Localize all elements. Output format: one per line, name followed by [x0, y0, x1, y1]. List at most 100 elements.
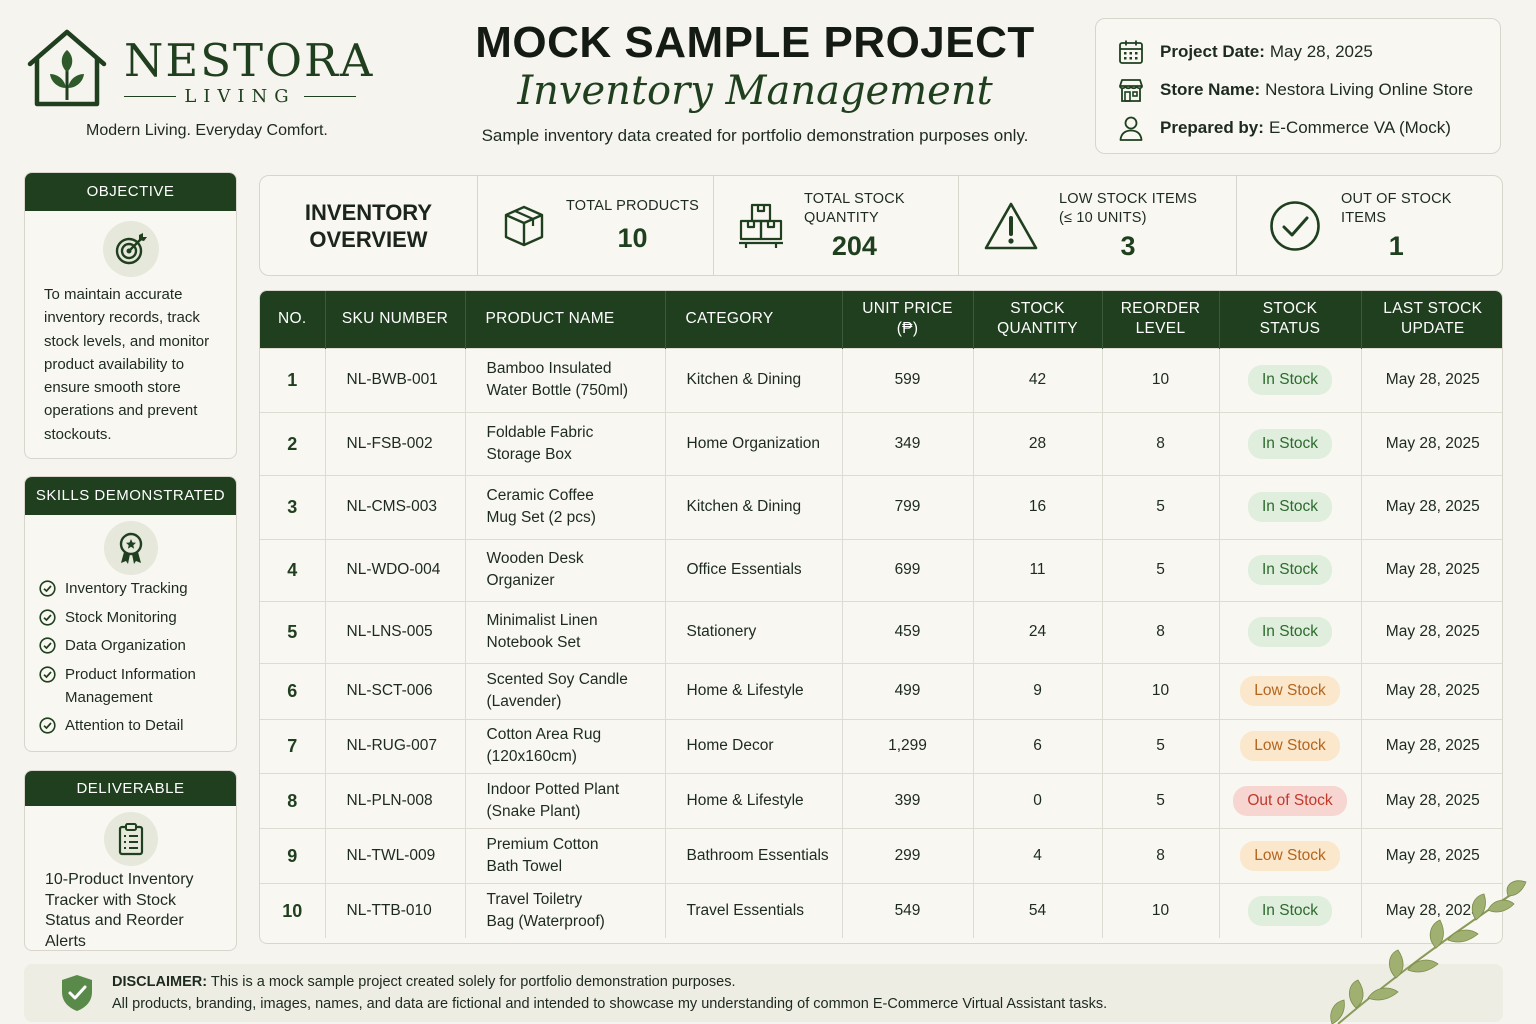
table-cell: Foldable Fabric Storage Box — [465, 411, 666, 475]
table-cell: NL-BWB-001 — [325, 347, 466, 412]
check-circle-icon — [39, 665, 56, 683]
table-cell: 9 — [973, 662, 1103, 719]
table-cell: Scented Soy Candle (Lavender) — [465, 662, 666, 719]
clipboard-icon — [103, 812, 158, 866]
column-header: UNIT PRICE (₱) — [842, 291, 974, 348]
table-cell: Kitchen & Dining — [665, 474, 843, 539]
brand-logo: NESTORA LIVING Modern Living. Everyday C… — [24, 26, 372, 146]
stat-value: 204 — [831, 230, 877, 261]
product-name-line2: Bag (Waterproof) — [486, 912, 605, 930]
unit-price: 599 — [894, 371, 921, 388]
disclaimer: DISCLAIMER: This is a mock sample projec… — [24, 964, 1503, 1022]
category: Home & Lifestyle — [686, 791, 804, 809]
table-cell: 42 — [973, 347, 1103, 412]
column-header: NO. — [260, 291, 326, 348]
table-cell: In Stock — [1219, 347, 1362, 412]
table-cell: Home & Lifestyle — [665, 662, 843, 719]
table-cell: 10 — [1102, 347, 1220, 412]
skill-label: Stock Monitoring — [65, 608, 177, 626]
product-name: Travel Toiletry — [486, 890, 583, 908]
row-number: 9 — [287, 845, 298, 866]
table-cell: May 28, 2025 — [1361, 474, 1502, 539]
last-stock-update: May 28, 2025 — [1385, 623, 1480, 640]
table-cell: May 28, 2025 — [1361, 347, 1502, 412]
project-info-card: Project Date: May 28, 2025 Store Name: N… — [1095, 18, 1501, 154]
sku-number: NL-CMS-003 — [346, 498, 437, 515]
skills-card: SKILLS DEMONSTRATED Inventory Tracking S… — [24, 476, 237, 752]
table-cell: In Stock — [1219, 411, 1362, 475]
table-cell: 8 — [1102, 827, 1220, 883]
page-note: Sample inventory data created for portfo… — [481, 126, 1029, 145]
sku-number: NL-TTB-010 — [346, 901, 432, 919]
table-header-row: NO. SKU NUMBER PRODUCT NAME CATEGORY UNIT PR… — [260, 291, 1502, 348]
stat-low-stock: LOW STOCK ITEMS (≤ 10 UNITS) 3 — [959, 176, 1237, 275]
warning-icon — [984, 202, 1038, 249]
table-cell: 7 — [260, 718, 326, 773]
table-cell: 4 — [973, 827, 1103, 883]
table-cell: 9 — [260, 827, 326, 883]
sku-number: NL-PLN-008 — [346, 791, 433, 809]
reorder-level: 5 — [1156, 498, 1165, 515]
stock-status-badge: Out of Stock — [1233, 785, 1347, 816]
table-cell: Travel Essentials — [665, 882, 843, 938]
product-name: Cotton Area Rug — [486, 726, 602, 743]
page-title: MOCK SAMPLE PROJECT — [475, 18, 1035, 67]
inventory-table: NO. SKU NUMBER PRODUCT NAME CATEGORY UNIT PR… — [259, 290, 1503, 944]
stock-status-badge: In Stock — [1248, 895, 1332, 926]
table-cell: Kitchen & Dining — [665, 347, 843, 412]
unit-price: 349 — [894, 434, 921, 452]
product-name-line2: (120x160cm) — [486, 748, 577, 765]
table-row: 7 NL-RUG-007 Cotton Area Rug (120x160cm) Hom… — [260, 718, 1502, 773]
stat-label: OUT OF STOCK — [1341, 190, 1452, 207]
overview-title-line2: OVERVIEW — [309, 226, 428, 252]
skill-label: Inventory Tracking — [65, 580, 188, 597]
unit-price: 1,299 — [888, 737, 927, 754]
table-cell: 299 — [842, 827, 974, 883]
table-cell: NL-FSB-002 — [325, 411, 466, 475]
category: Home & Lifestyle — [686, 682, 804, 699]
table-cell: Office Essentials — [665, 538, 843, 601]
stat-label: LOW STOCK ITEMS — [1059, 190, 1198, 207]
table-cell: 5 — [1102, 772, 1220, 828]
unit-price: 799 — [894, 498, 921, 515]
row-number: 3 — [287, 497, 298, 517]
table-cell: 799 — [842, 474, 974, 539]
stock-quantity: 6 — [1033, 737, 1042, 754]
check-circle-icon — [39, 717, 56, 734]
stock-quantity: 0 — [1033, 791, 1042, 809]
stat-total-products: TOTAL PRODUCTS 10 — [478, 176, 714, 275]
table-cell: NL-CMS-003 — [325, 474, 466, 539]
unit-price: 499 — [894, 682, 921, 699]
column-header: SKU NUMBER — [325, 291, 466, 348]
product-name: Wooden Desk — [486, 550, 584, 567]
table-cell: 11 — [973, 538, 1103, 601]
brand-sub: LIVING — [124, 86, 356, 107]
table-cell: In Stock — [1219, 538, 1362, 601]
table-cell: 5 — [260, 600, 326, 663]
table-cell: Out of Stock — [1219, 772, 1362, 828]
table-cell: 0 — [973, 772, 1103, 828]
stat-label-line2: QUANTITY — [804, 210, 879, 226]
leaf-branch-decoration — [1330, 880, 1527, 1024]
stock-status-badge: In Stock — [1248, 617, 1332, 647]
inventory-overview: INVENTORY OVERVIEW TOTAL PRODUCTS 10 — [259, 175, 1503, 276]
objective-text: To maintain accurate inventory records, … — [44, 286, 210, 443]
last-stock-update: May 28, 2025 — [1385, 498, 1480, 515]
last-stock-update: May 28, 2025 — [1385, 737, 1480, 754]
product-name: Minimalist Linen — [486, 612, 598, 629]
page-subtitle: Inventory Management — [517, 68, 993, 114]
table-cell: Premium Cotton Bath Towel — [465, 827, 666, 883]
table-cell: NL-SCT-006 — [325, 662, 466, 719]
last-stock-update: May 28, 2025 — [1385, 901, 1480, 919]
sku-number: NL-RUG-007 — [346, 737, 437, 754]
sku-number: NL-TWL-009 — [346, 846, 436, 864]
table-cell: Cotton Area Rug (120x160cm) — [465, 718, 666, 773]
column-header: STOCK QUANTITY — [973, 291, 1103, 348]
product-name-line2: Bath Towel — [486, 857, 563, 875]
sku-number: NL-FSB-002 — [346, 434, 433, 452]
table-cell: 5 — [1102, 718, 1220, 773]
table-cell: 6 — [260, 662, 326, 719]
table-cell: May 28, 2025 — [1361, 662, 1502, 719]
check-circle-icon — [39, 580, 56, 597]
store-name-value: Nestora Living Online Store — [1265, 80, 1474, 99]
